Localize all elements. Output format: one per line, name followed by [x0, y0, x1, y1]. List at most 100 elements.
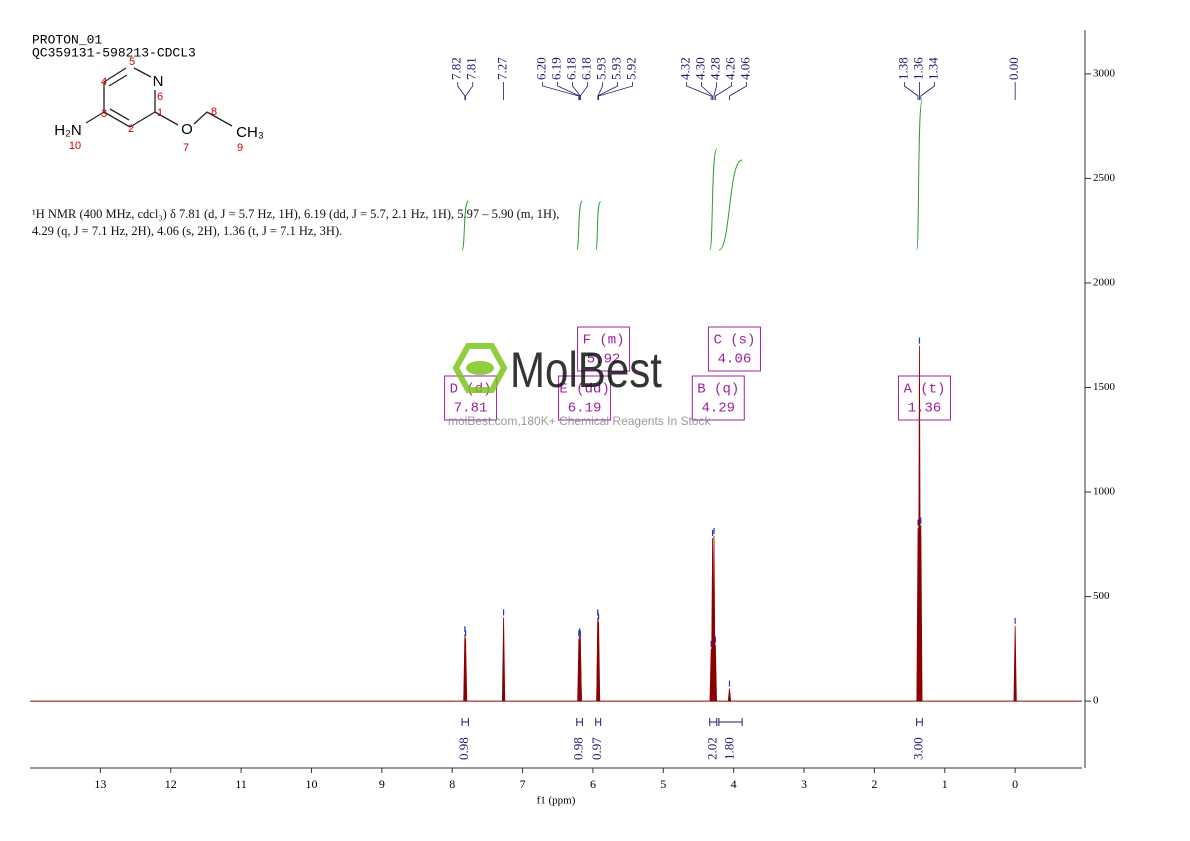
peak-connector: [686, 82, 712, 100]
x-tick-label: 0: [1012, 777, 1018, 791]
peak: [463, 638, 468, 702]
peak-label: 6.18: [579, 57, 594, 80]
integral-label: 0.98: [571, 737, 586, 760]
x-tick-label: 9: [379, 777, 385, 791]
multiplet-shift: 5.92: [587, 352, 621, 368]
y-tick-label: 1500: [1093, 381, 1116, 393]
integral: 1.80: [718, 159, 743, 760]
integral-curve: [709, 148, 718, 251]
peak-connector: [598, 82, 634, 100]
peak-label: 4.32: [677, 57, 692, 80]
peak-connector: [542, 82, 580, 100]
multiplet-shift: 1.36: [908, 401, 942, 417]
x-tick-label: 10: [305, 777, 317, 791]
x-tick-label: 11: [235, 777, 247, 791]
x-tick-label: 5: [660, 777, 666, 791]
integral-label: 0.98: [456, 737, 471, 760]
integral: 2.02: [704, 148, 719, 760]
atom-number: 9: [237, 142, 243, 154]
peak: [501, 617, 506, 702]
atom-label: N: [153, 73, 164, 90]
peak-label: 4.06: [737, 57, 752, 80]
integral: 0.98: [571, 200, 586, 760]
atom-number: 10: [69, 140, 81, 152]
multiplet-name: A (t): [903, 382, 945, 398]
peak-connector: [465, 82, 474, 100]
peak-label: 7.81: [464, 57, 479, 80]
peak-connector: [701, 82, 713, 100]
x-tick-label: 1: [942, 777, 948, 791]
multiplet-name: C (s): [713, 333, 755, 349]
x-tick-label: 3: [801, 777, 807, 791]
integral: 3.00: [910, 99, 925, 760]
peak-connector: [457, 82, 466, 100]
peak-label: 5.93: [609, 57, 624, 80]
multiplet-name: B (q): [697, 382, 739, 398]
peak: [1013, 625, 1017, 702]
y-tick-label: 2000: [1093, 277, 1116, 289]
peak: [713, 644, 717, 702]
integral-label: 3.00: [910, 737, 925, 760]
peak-label: 4.30: [692, 57, 707, 80]
peak: [727, 688, 732, 702]
y-tick-label: 0: [1093, 695, 1099, 707]
integral-bracket: [718, 718, 743, 726]
x-tick-label: 8: [449, 777, 455, 791]
atom-number: 4: [101, 76, 107, 88]
atom-label: CH₃: [236, 124, 264, 141]
atom-number: 3: [101, 108, 107, 120]
y-tick-label: 3000: [1093, 67, 1116, 79]
x-axis-label: f1 (ppm): [537, 795, 576, 807]
peak-connector: [920, 82, 935, 100]
multiplet-box: [558, 375, 612, 421]
integral-bracket: [916, 718, 923, 726]
atom-number: 8: [211, 106, 217, 118]
multiplet-box: [691, 375, 745, 421]
integral-curve: [718, 159, 743, 251]
multiplet-box: [707, 326, 761, 372]
peak: [596, 621, 601, 702]
watermark-tagline: molBest.com,180K+ Chemical Reagents In S…: [448, 414, 711, 428]
peak: [919, 525, 923, 702]
peak-label: 1.36: [910, 57, 925, 80]
peak-connector: [579, 82, 589, 100]
peak-label: 5.92: [624, 57, 639, 80]
peak-label: 7.82: [449, 57, 464, 80]
multiplet-box: [897, 375, 951, 421]
integral-label: 1.80: [721, 737, 736, 760]
integral-label: 0.97: [589, 737, 604, 760]
watermark-brand: MolBest: [510, 342, 662, 398]
integral-bracket: [576, 718, 583, 726]
y-tick-label: 2500: [1093, 172, 1116, 184]
integral-bracket: [461, 718, 469, 726]
integral-curve: [576, 200, 583, 251]
integral-bracket: [709, 718, 718, 726]
multiplet-shift: 4.29: [701, 401, 735, 417]
integral: 0.97: [589, 201, 604, 760]
atom-number: 2: [128, 123, 134, 135]
peak-label: 1.34: [925, 57, 940, 80]
integral-curve: [595, 201, 602, 251]
integral-label: 2.02: [704, 737, 719, 760]
watermark: MolBest molBest.com,180K+ Chemical Reagen…: [448, 342, 711, 428]
peak-connector: [557, 82, 580, 100]
multiplet-name: F (m): [583, 333, 625, 349]
peak: [578, 640, 582, 702]
peak-connector: [904, 82, 919, 100]
x-tick-label: 4: [731, 777, 737, 791]
peak-label: 4.26: [722, 57, 737, 80]
atom-number: 5: [129, 56, 135, 68]
multiplet-box: [444, 375, 498, 421]
y-tick-label: 500: [1093, 590, 1110, 602]
peak-connector: [597, 82, 619, 100]
peak-connector: [714, 82, 732, 100]
watermark-logo-inner: [466, 361, 494, 375]
integral-curve: [916, 99, 923, 251]
y-tick-label: 1000: [1093, 486, 1116, 498]
integral: 0.98: [456, 200, 471, 760]
multiplet-name: E (dd): [559, 382, 609, 398]
peak-label: 7.27: [495, 57, 510, 80]
atom-label: O: [181, 121, 193, 138]
